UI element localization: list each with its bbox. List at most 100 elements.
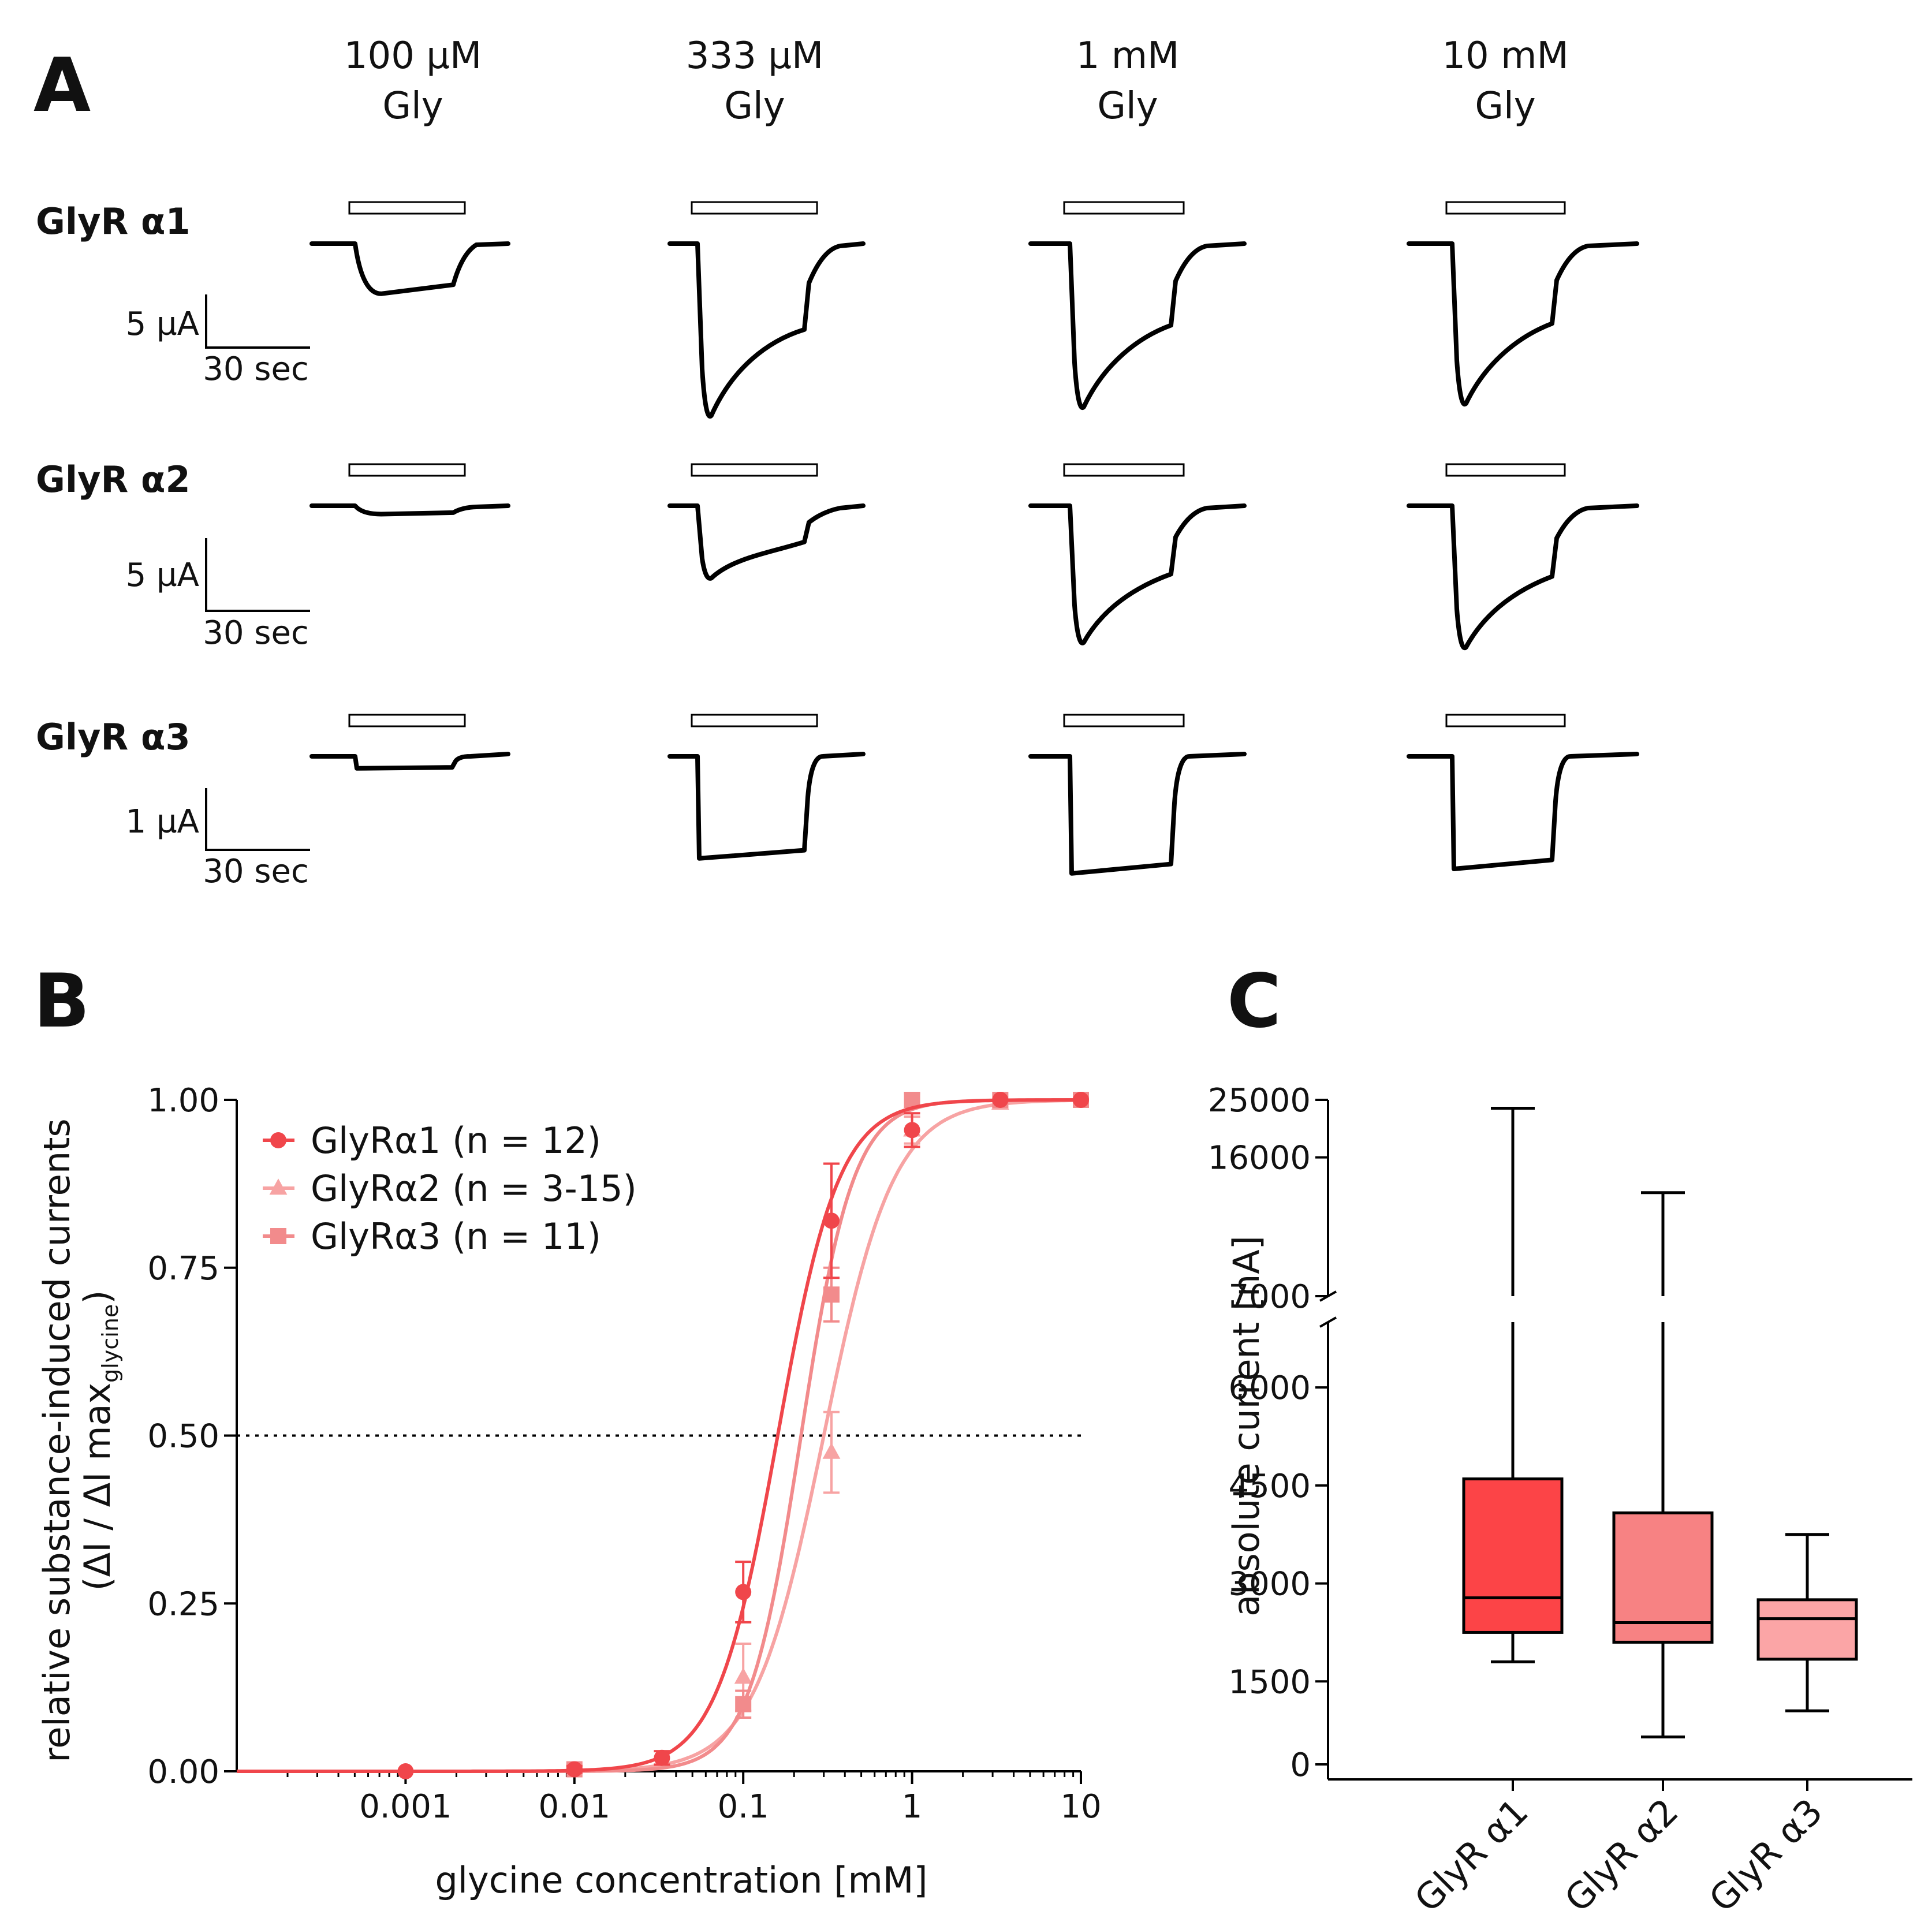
column-header-line2: Gly <box>724 85 785 128</box>
y-tick-label: 4500 <box>1228 1468 1311 1505</box>
scale-bar-alpha1: 5 µA 30 sec <box>126 294 310 388</box>
data-point <box>566 1761 583 1778</box>
y-tick-label: 0.25 <box>147 1585 219 1623</box>
box-2 <box>1612 1191 1714 1738</box>
panel-b: B 0.00 0.25 0.50 0.75 1.00 0.001 0.01 0.1 1 10 Gly… <box>33 958 1102 1901</box>
box <box>1462 1477 1564 1634</box>
column-header-10mM: 10 mM Gly <box>1442 35 1568 128</box>
application-bar <box>1445 201 1566 215</box>
column-header-line1: 100 µM <box>344 35 482 77</box>
application-bar <box>348 463 466 477</box>
y-axis-label-line2: (ΔI / ΔI maxglycine) <box>76 1290 123 1591</box>
dose-response-chart: 0.00 0.25 0.50 0.75 1.00 0.001 0.01 0.1 1 10 GlyRα… <box>147 1082 1101 1826</box>
current-trace <box>667 503 866 581</box>
data-point <box>904 1122 920 1139</box>
y-tick-label: 1500 <box>1228 1663 1311 1701</box>
scale-bar-lines <box>205 788 310 851</box>
row-label-alpha3: GlyR α3 <box>36 716 191 758</box>
data-point <box>269 1178 288 1195</box>
data-point <box>822 1442 841 1459</box>
panel-a: A 100 µM Gly 333 µM Gly 1 mM Gly 10 mM G… <box>33 35 1639 890</box>
x-tick-label: 10 <box>1060 1788 1101 1826</box>
x-tick-label: GlyR α2 <box>1557 1790 1687 1920</box>
application-bar <box>691 714 818 727</box>
x-tick-label: GlyR α1 <box>1407 1790 1536 1920</box>
x-tick-label: 0.1 <box>718 1788 769 1826</box>
y-tick-label: 6000 <box>1228 1369 1311 1407</box>
application-bar <box>1063 201 1185 215</box>
y-tick-label: 1.00 <box>147 1082 219 1119</box>
current-trace <box>1028 241 1247 410</box>
current-scale-label: 5 µA <box>126 305 199 343</box>
legend-label: GlyRα3 (n = 11) <box>311 1215 601 1257</box>
current-scale-label: 5 µA <box>126 557 199 594</box>
y-axis-label-subscript: glycine <box>98 1304 123 1383</box>
y-axis-label: relative substance-induced currents (ΔI … <box>36 1118 123 1762</box>
box-1 <box>1462 1106 1564 1663</box>
data-point <box>397 1763 414 1779</box>
time-scale-label: 30 sec <box>203 614 308 652</box>
panel-b-label: B <box>33 958 90 1044</box>
column-header-100uM: 100 µM Gly <box>344 35 482 128</box>
y-axis-label-close: ) <box>76 1290 118 1304</box>
application-bar <box>1445 463 1566 477</box>
application-bar <box>1063 463 1185 477</box>
data-point <box>270 1132 286 1148</box>
column-header-1mM: 1 mM Gly <box>1076 35 1180 128</box>
current-trace <box>309 503 510 517</box>
y-tick-label: 7000 <box>1228 1278 1311 1316</box>
current-trace <box>1407 241 1639 407</box>
y-tick-label: 0.00 <box>147 1753 219 1791</box>
current-trace <box>667 241 866 419</box>
legend-item: GlyRα1 (n = 12) <box>263 1119 601 1162</box>
data-point <box>735 1696 752 1712</box>
current-trace <box>1028 752 1247 876</box>
application-bar <box>1445 714 1566 727</box>
y-tick-label: 0 <box>1290 1746 1311 1784</box>
data-point <box>654 1749 670 1766</box>
y-axis-label-line1: relative substance-induced currents <box>36 1118 78 1762</box>
x-axis-label: glycine concentration [mM] <box>435 1859 927 1901</box>
legend-item: GlyRα2 (n = 3-15) <box>263 1167 637 1210</box>
time-scale-label: 30 sec <box>203 853 308 890</box>
y-axis-label: absolute current [nA] <box>1225 1236 1267 1617</box>
current-trace <box>667 752 866 861</box>
data-point <box>1073 1092 1089 1108</box>
x-tick-label: GlyR α3 <box>1701 1790 1831 1920</box>
y-axis-label-main: (ΔI / ΔI max <box>76 1383 118 1591</box>
application-bar <box>348 714 466 727</box>
current-trace <box>1028 503 1247 645</box>
row-label-alpha1: GlyR α1 <box>36 200 191 242</box>
current-trace <box>309 752 510 771</box>
data-point <box>823 1212 840 1229</box>
application-bar <box>1063 714 1185 727</box>
scale-bar-alpha3: 1 µA 30 sec <box>126 788 310 890</box>
y-tick-label: 16000 <box>1208 1140 1311 1177</box>
panel-c-label: C <box>1227 958 1281 1044</box>
data-point <box>270 1228 286 1244</box>
column-header-line2: Gly <box>1097 85 1158 128</box>
panel-c: C 0 1500 3000 4500 6000 7000 16000 25000 GlyR α1… <box>1208 958 1912 1920</box>
data-point <box>735 1584 752 1600</box>
column-header-line1: 333 µM <box>686 35 823 77</box>
data-point <box>734 1667 752 1684</box>
time-scale-label: 30 sec <box>203 350 308 388</box>
axis-break-mark <box>1319 1316 1337 1328</box>
current-trace <box>1407 752 1639 871</box>
scale-bar-lines <box>205 294 310 349</box>
column-header-line1: 10 mM <box>1442 35 1568 77</box>
current-traces <box>309 201 1639 876</box>
column-header-line1: 1 mM <box>1076 35 1180 77</box>
x-tick-label: 1 <box>902 1788 923 1826</box>
y-tick-label: 0.75 <box>147 1250 219 1287</box>
row-label-alpha2: GlyR α2 <box>36 458 191 501</box>
box <box>1756 1598 1858 1661</box>
legend-item: GlyRα3 (n = 11) <box>263 1215 601 1257</box>
y-tick-label: 3000 <box>1228 1566 1311 1603</box>
application-bar <box>691 463 818 477</box>
scale-bar-lines <box>205 538 310 612</box>
y-tick-label: 25000 <box>1208 1082 1311 1119</box>
legend-label: GlyRα2 (n = 3-15) <box>311 1167 637 1210</box>
